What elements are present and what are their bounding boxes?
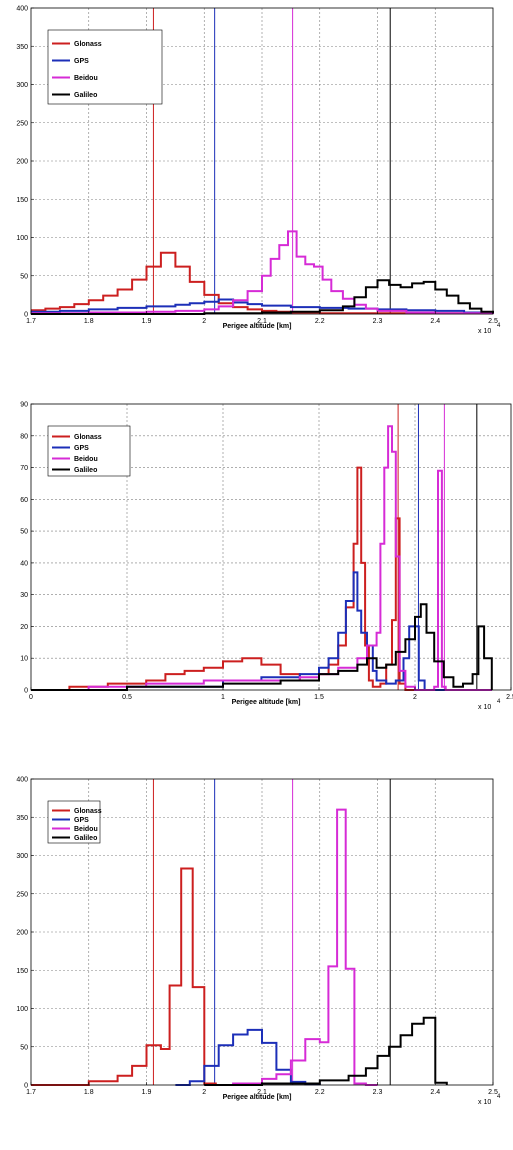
legend-label-galileo: Galileo bbox=[74, 467, 97, 474]
y-tick-label: 90 bbox=[20, 402, 28, 409]
x-tick-label: 2.5 bbox=[488, 318, 498, 325]
x-tick-label: 1.7 bbox=[26, 1089, 36, 1096]
y-tick-label: 150 bbox=[16, 968, 28, 975]
x-tick-label: 2 bbox=[413, 694, 417, 701]
legend-box bbox=[47, 800, 101, 844]
x-tick-label: 2.1 bbox=[257, 318, 267, 325]
series-line-beidou bbox=[31, 230, 494, 315]
y-tick-label: 20 bbox=[20, 624, 28, 631]
series-line-gps bbox=[175, 1028, 321, 1086]
x-tick-label: 2.5 bbox=[506, 694, 513, 701]
x-tick-label: 2 bbox=[202, 318, 206, 325]
x-tick-label: 2.2 bbox=[315, 1089, 325, 1096]
y-tick-label: 150 bbox=[16, 197, 28, 204]
x-tick-label: 1.7 bbox=[26, 318, 36, 325]
y-tick-label: 10 bbox=[20, 656, 28, 663]
series-line-glonass bbox=[31, 867, 262, 1086]
x-tick-label: 0.5 bbox=[122, 694, 132, 701]
y-tick-label: 200 bbox=[16, 930, 28, 937]
x-axis-multiplier: x 10 bbox=[478, 328, 491, 335]
y-tick-label: 250 bbox=[16, 891, 28, 898]
legend-label-beidou: Beidou bbox=[74, 75, 98, 82]
x-axis-label: Perigee altitude [km] bbox=[232, 699, 301, 706]
y-tick-label: 0 bbox=[24, 688, 28, 695]
x-tick-label: 2.3 bbox=[373, 1089, 383, 1096]
x-axis-exponent: 4 bbox=[497, 1094, 501, 1100]
y-tick-label: 350 bbox=[16, 44, 28, 51]
legend-label-galileo: Galileo bbox=[74, 835, 97, 842]
x-tick-label: 1.9 bbox=[142, 318, 152, 325]
chart-panel-2: 0 0.5 1 1.5 2 2.5 0 10 20 30 40 50 60 70 80 90 Perigee a… bbox=[20, 402, 513, 712]
y-tick-label: 70 bbox=[20, 465, 28, 472]
x-tick-label: 0 bbox=[29, 694, 33, 701]
y-tick-label: 200 bbox=[16, 159, 28, 166]
x-tick-label: 2.4 bbox=[430, 318, 440, 325]
legend-label-gps: GPS bbox=[74, 817, 89, 824]
y-tick-label: 0 bbox=[24, 1083, 28, 1090]
x-tick-label: 2.4 bbox=[430, 1089, 440, 1096]
legend-label-glonass: Glonass bbox=[74, 808, 102, 815]
legend-box bbox=[47, 425, 131, 477]
series-line-galileo bbox=[31, 279, 494, 315]
y-tick-label: 50 bbox=[20, 1044, 28, 1051]
y-tick-label: 400 bbox=[16, 777, 28, 784]
axes-frame bbox=[30, 403, 512, 691]
legend: Glonass GPS Beidou Galileo bbox=[47, 800, 102, 844]
x-axis-exponent: 4 bbox=[497, 323, 501, 329]
x-axis-label: Perigee altitude [km] bbox=[223, 323, 292, 330]
legend-label-glonass: Glonass bbox=[74, 41, 102, 48]
chart-panel-3: 1.7 1.8 1.9 2 2.1 2.2 2.3 2.4 2.5 0 50 100 150 200 250… bbox=[16, 777, 501, 1107]
x-axis-multiplier: x 10 bbox=[478, 704, 491, 711]
y-tick-label: 50 bbox=[20, 529, 28, 536]
x-axis-label: Perigee altitude [km] bbox=[223, 1094, 292, 1101]
y-tick-label: 300 bbox=[16, 853, 28, 860]
x-axis-multiplier: x 10 bbox=[478, 1099, 491, 1106]
x-tick-label: 1.8 bbox=[84, 318, 94, 325]
y-tick-label: 300 bbox=[16, 82, 28, 89]
x-axis-exponent: 4 bbox=[497, 699, 501, 705]
y-tick-label: 80 bbox=[20, 433, 28, 440]
x-tick-label: 1.8 bbox=[84, 1089, 94, 1096]
x-tick-label: 1.5 bbox=[314, 694, 324, 701]
legend-label-glonass: Glonass bbox=[74, 434, 102, 441]
x-tick-label: 2.2 bbox=[315, 318, 325, 325]
y-tick-label: 30 bbox=[20, 592, 28, 599]
legend-label-galileo: Galileo bbox=[74, 92, 97, 99]
legend: Glonass GPS Beidou Galileo bbox=[47, 425, 131, 477]
x-tick-label: 1 bbox=[221, 694, 225, 701]
y-tick-label: 400 bbox=[16, 6, 28, 13]
series-line-beidou bbox=[204, 808, 378, 1086]
legend: Glonass GPS Beidou Galileo bbox=[47, 29, 163, 105]
legend-box bbox=[47, 29, 163, 105]
x-tick-label: 2.3 bbox=[373, 318, 383, 325]
y-tick-label: 40 bbox=[20, 560, 28, 567]
legend-label-beidou: Beidou bbox=[74, 456, 98, 463]
series-line-gps bbox=[31, 571, 492, 691]
y-tick-label: 350 bbox=[16, 815, 28, 822]
x-tick-label: 2 bbox=[202, 1089, 206, 1096]
y-tick-label: 100 bbox=[16, 235, 28, 242]
y-tick-label: 50 bbox=[20, 273, 28, 280]
legend-label-gps: GPS bbox=[74, 445, 89, 452]
y-tick-label: 100 bbox=[16, 1006, 28, 1013]
series-line-galileo bbox=[31, 603, 493, 691]
legend-label-beidou: Beidou bbox=[74, 826, 98, 833]
y-tick-label: 0 bbox=[24, 312, 28, 319]
x-tick-label: 2.1 bbox=[257, 1089, 267, 1096]
chart-panel-1: 1.7 1.8 1.9 2 2.1 2.2 2.3 2.4 2.5 0 50 100 150 200 250… bbox=[16, 6, 501, 336]
x-tick-label: 2.5 bbox=[488, 1089, 498, 1096]
x-tick-label: 1.9 bbox=[142, 1089, 152, 1096]
y-tick-label: 250 bbox=[16, 120, 28, 127]
y-tick-label: 60 bbox=[20, 497, 28, 504]
series-line-galileo bbox=[204, 1016, 448, 1086]
legend-label-gps: GPS bbox=[74, 58, 89, 65]
